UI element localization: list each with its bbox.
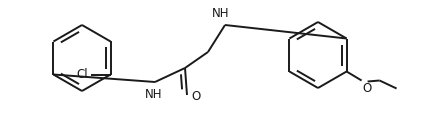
Text: O: O [362,82,372,95]
Text: NH: NH [145,88,163,101]
Text: Cl: Cl [76,68,88,81]
Text: NH: NH [212,7,230,20]
Text: O: O [191,89,200,103]
